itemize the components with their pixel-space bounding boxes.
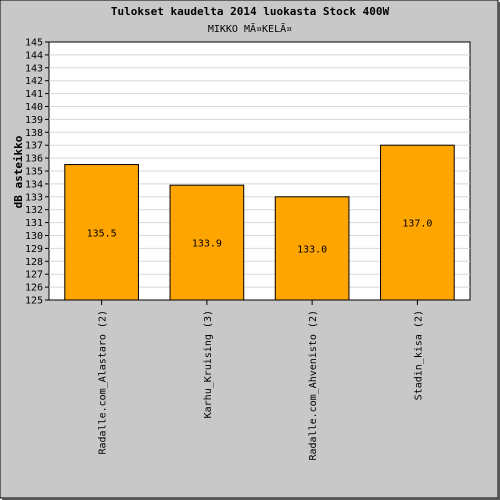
bar xyxy=(380,144,455,301)
y-tick-label: 138 xyxy=(25,128,43,139)
y-tick-label: 133 xyxy=(25,192,43,203)
y-tick-label: 129 xyxy=(25,244,43,255)
bar xyxy=(274,196,350,301)
bar xyxy=(169,184,245,301)
x-category-label: Radalle.com_Alastaro (2) xyxy=(98,310,109,455)
y-tick-label: 141 xyxy=(25,89,43,100)
y-tick-label: 140 xyxy=(25,102,43,113)
bar-value-label: 133.0 xyxy=(297,244,327,255)
y-tick-label: 137 xyxy=(25,141,43,152)
bar xyxy=(64,164,139,301)
x-category-label: Karhu_Kruising (3) xyxy=(203,310,214,418)
y-tick-label: 135 xyxy=(25,167,43,178)
y-tick-label: 142 xyxy=(25,76,43,87)
y-tick-label: 134 xyxy=(25,179,43,190)
y-axis-label: dB asteikko xyxy=(12,135,25,208)
bar-value-label: 137.0 xyxy=(402,219,432,230)
bars: 135.5 133.9 133.0 137.0 xyxy=(64,144,455,301)
y-tick-label: 127 xyxy=(25,270,43,281)
outer-shadow-bottom xyxy=(2,498,500,500)
y-tick-label: 132 xyxy=(25,205,43,216)
x-category-label: Stadin_kisa (2) xyxy=(413,310,424,400)
x-category-label: Radalle.com_Ahvenisto (2) xyxy=(308,310,319,461)
chart-subtitle: MIKKO MÃ¤KELÃ¤ xyxy=(208,22,292,35)
y-tick-label: 126 xyxy=(25,283,43,294)
y-tick-label: 131 xyxy=(25,218,43,229)
outer-shadow-right xyxy=(498,2,500,500)
y-tick-label: 130 xyxy=(25,231,43,242)
chart-title: Tulokset kaudelta 2014 luokasta Stock 40… xyxy=(111,5,390,18)
y-tick-label: 128 xyxy=(25,257,43,268)
bar-value-label: 133.9 xyxy=(192,239,222,250)
bar-value-label: 135.5 xyxy=(87,228,117,239)
x-axis-categories: Radalle.com_Alastaro (2) Karhu_Kruising (… xyxy=(98,300,424,461)
y-tick-label: 125 xyxy=(25,296,43,307)
y-tick-label: 139 xyxy=(25,115,43,126)
y-tick-label: 144 xyxy=(25,50,43,61)
y-tick-label: 143 xyxy=(25,63,43,74)
y-tick-label: 145 xyxy=(25,38,43,49)
y-tick-label: 136 xyxy=(25,154,43,165)
